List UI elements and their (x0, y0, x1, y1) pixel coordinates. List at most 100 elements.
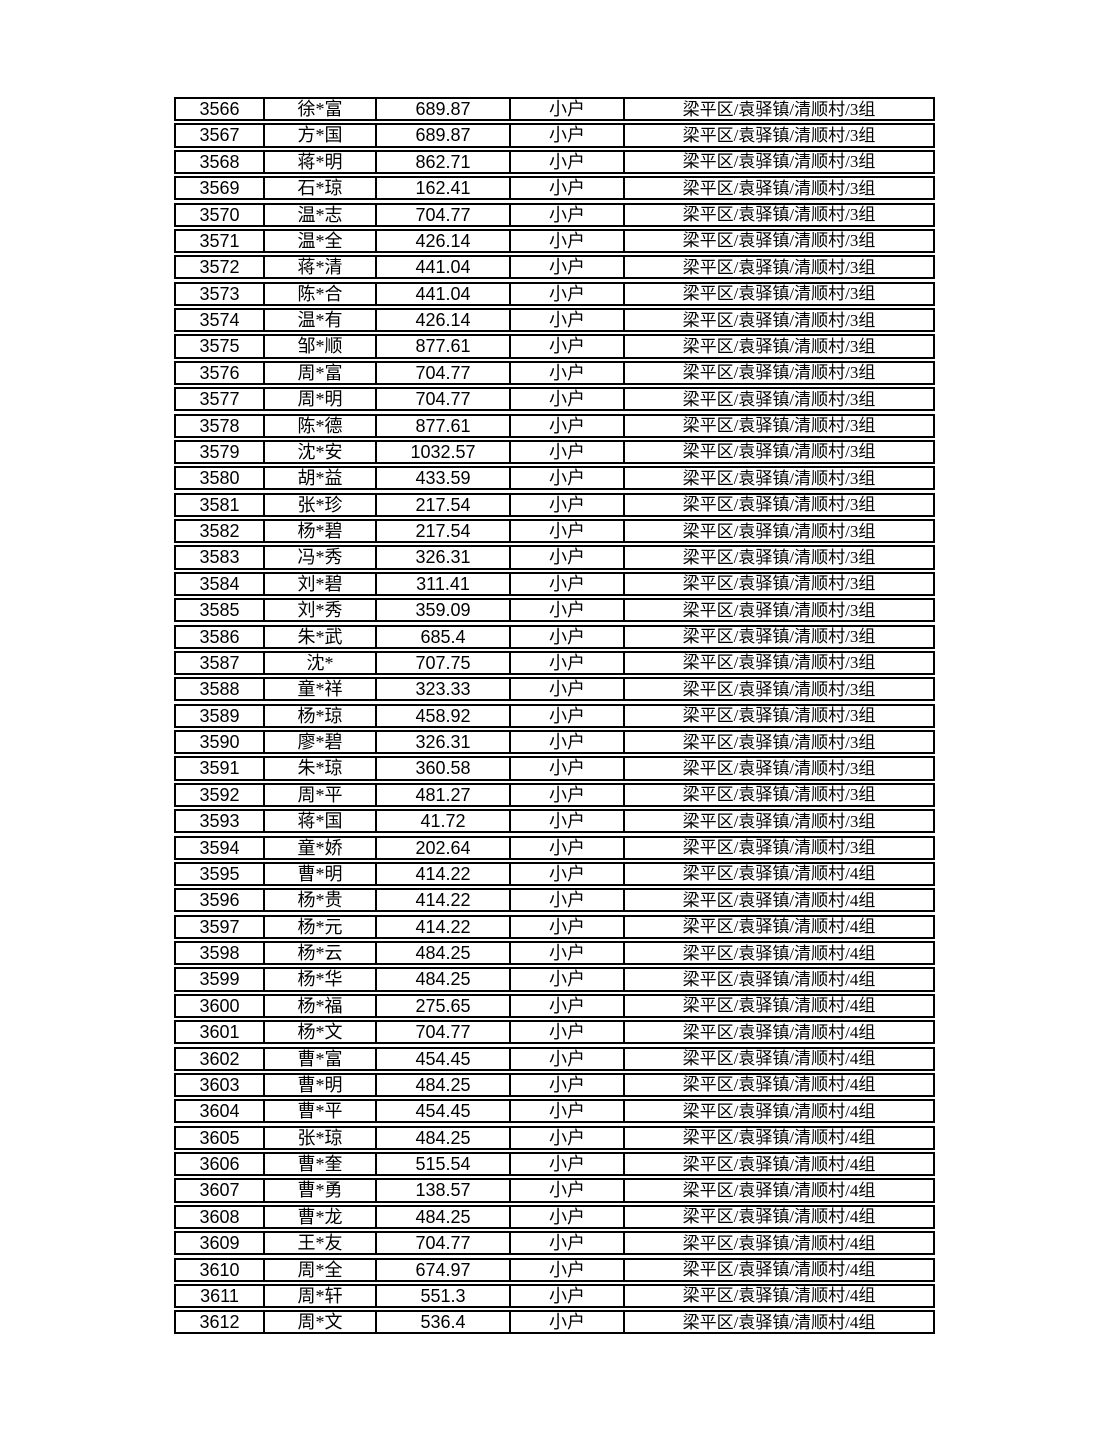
table-row: 3596 杨*贵 414.22 小户 梁平区/袁驿镇/清顺村/4组 (174, 888, 935, 913)
household-type-cell: 小户 (509, 730, 623, 755)
amount-cell: 454.45 (375, 1046, 509, 1071)
household-type-cell: 小户 (509, 677, 623, 702)
household-type-cell: 小户 (509, 545, 623, 570)
location-cell: 梁平区/袁驿镇/清顺村/3组 (623, 97, 935, 122)
household-type-cell: 小户 (509, 1046, 623, 1071)
amount-cell: 484.25 (375, 1204, 509, 1229)
serial-number-cell: 3600 (174, 993, 263, 1018)
serial-number-cell: 3590 (174, 730, 263, 755)
table-row: 3574 温*有 426.14 小户 梁平区/袁驿镇/清顺村/3组 (174, 308, 935, 333)
location-cell: 梁平区/袁驿镇/清顺村/3组 (623, 387, 935, 412)
serial-number-cell: 3599 (174, 967, 263, 992)
household-type-cell: 小户 (509, 1020, 623, 1045)
location-cell: 梁平区/袁驿镇/清顺村/4组 (623, 1020, 935, 1045)
household-type-cell: 小户 (509, 334, 623, 359)
amount-cell: 674.97 (375, 1257, 509, 1282)
amount-cell: 311.41 (375, 571, 509, 596)
table-row: 3571 温*全 426.14 小户 梁平区/袁驿镇/清顺村/3组 (174, 228, 935, 254)
location-cell: 梁平区/袁驿镇/清顺村/3组 (623, 782, 935, 807)
serial-number-cell: 3608 (174, 1204, 263, 1229)
amount-cell: 426.14 (375, 308, 509, 333)
masked-name-cell: 杨*华 (263, 967, 375, 992)
household-type-cell: 小户 (509, 439, 623, 465)
table-row: 3599 杨*华 484.25 小户 梁平区/袁驿镇/清顺村/4组 (174, 967, 935, 992)
table-row: 3611 周*轩 551.3 小户 梁平区/袁驿镇/清顺村/4组 (174, 1283, 935, 1309)
masked-name-cell: 张*琼 (263, 1125, 375, 1150)
table-row: 3593 蒋*国 41.72 小户 梁平区/袁驿镇/清顺村/3组 (174, 809, 935, 834)
location-cell: 梁平区/袁驿镇/清顺村/3组 (623, 255, 935, 280)
serial-number-cell: 3586 (174, 624, 263, 649)
table-row: 3602 曹*富 454.45 小户 梁平区/袁驿镇/清顺村/4组 (174, 1046, 935, 1071)
household-type-cell: 小户 (509, 967, 623, 992)
masked-name-cell: 胡*益 (263, 466, 375, 491)
location-cell: 梁平区/袁驿镇/清顺村/3组 (623, 650, 935, 676)
table-row: 3580 胡*益 433.59 小户 梁平区/袁驿镇/清顺村/3组 (174, 466, 935, 491)
table-row: 3594 童*娇 202.64 小户 梁平区/袁驿镇/清顺村/3组 (174, 835, 935, 860)
location-cell: 梁平区/袁驿镇/清顺村/4组 (623, 1178, 935, 1203)
masked-name-cell: 周*明 (263, 387, 375, 412)
household-type-cell: 小户 (509, 1310, 623, 1335)
serial-number-cell: 3576 (174, 360, 263, 385)
amount-cell: 704.77 (375, 387, 509, 412)
serial-number-cell: 3581 (174, 492, 263, 517)
masked-name-cell: 周*全 (263, 1257, 375, 1282)
location-cell: 梁平区/袁驿镇/清顺村/3组 (623, 545, 935, 570)
table-row: 3567 方*国 689.87 小户 梁平区/袁驿镇/清顺村/3组 (174, 123, 935, 148)
masked-name-cell: 曹*平 (263, 1099, 375, 1124)
location-cell: 梁平区/袁驿镇/清顺村/3组 (623, 598, 935, 623)
household-type-cell: 小户 (509, 466, 623, 491)
amount-cell: 360.58 (375, 756, 509, 781)
serial-number-cell: 3571 (174, 228, 263, 254)
table-row: 3608 曹*龙 484.25 小户 梁平区/袁驿镇/清顺村/4组 (174, 1204, 935, 1229)
table-row: 3566 徐*富 689.87 小户 梁平区/袁驿镇/清顺村/3组 (174, 97, 935, 122)
table-row: 3604 曹*平 454.45 小户 梁平区/袁驿镇/清顺村/4组 (174, 1099, 935, 1124)
amount-cell: 484.25 (375, 1125, 509, 1150)
amount-cell: 138.57 (375, 1178, 509, 1203)
amount-cell: 217.54 (375, 519, 509, 544)
masked-name-cell: 徐*富 (263, 97, 375, 122)
serial-number-cell: 3595 (174, 861, 263, 887)
amount-cell: 458.92 (375, 703, 509, 728)
table-row: 3570 温*志 704.77 小户 梁平区/袁驿镇/清顺村/3组 (174, 202, 935, 227)
location-cell: 梁平区/袁驿镇/清顺村/3组 (623, 624, 935, 649)
masked-name-cell: 陈*合 (263, 281, 375, 306)
masked-name-cell: 蒋*清 (263, 255, 375, 280)
household-type-cell: 小户 (509, 387, 623, 412)
masked-name-cell: 曹*明 (263, 1072, 375, 1098)
household-type-cell: 小户 (509, 835, 623, 860)
household-type-cell: 小户 (509, 519, 623, 544)
table-row: 3585 刘*秀 359.09 小户 梁平区/袁驿镇/清顺村/3组 (174, 598, 935, 623)
household-type-cell: 小户 (509, 149, 623, 174)
household-type-cell: 小户 (509, 571, 623, 596)
location-cell: 梁平区/袁驿镇/清顺村/4组 (623, 1231, 935, 1256)
household-type-cell: 小户 (509, 941, 623, 966)
household-type-cell: 小户 (509, 1204, 623, 1229)
amount-cell: 359.09 (375, 598, 509, 623)
serial-number-cell: 3596 (174, 888, 263, 913)
masked-name-cell: 沈* (263, 650, 375, 676)
amount-cell: 275.65 (375, 993, 509, 1018)
table-row: 3575 邹*顺 877.61 小户 梁平区/袁驿镇/清顺村/3组 (174, 334, 935, 359)
masked-name-cell: 温*全 (263, 228, 375, 254)
amount-cell: 551.3 (375, 1283, 509, 1309)
location-cell: 梁平区/袁驿镇/清顺村/4组 (623, 914, 935, 939)
household-type-cell: 小户 (509, 756, 623, 781)
household-type-cell: 小户 (509, 413, 623, 438)
location-cell: 梁平区/袁驿镇/清顺村/3组 (623, 308, 935, 333)
household-type-cell: 小户 (509, 1125, 623, 1150)
masked-name-cell: 朱*琼 (263, 756, 375, 781)
location-cell: 梁平区/袁驿镇/清顺村/3组 (623, 703, 935, 728)
amount-cell: 877.61 (375, 334, 509, 359)
location-cell: 梁平区/袁驿镇/清顺村/4组 (623, 1283, 935, 1309)
masked-name-cell: 杨*云 (263, 941, 375, 966)
amount-cell: 515.54 (375, 1152, 509, 1177)
masked-name-cell: 曹*奎 (263, 1152, 375, 1177)
household-type-cell: 小户 (509, 1178, 623, 1203)
table-row: 3577 周*明 704.77 小户 梁平区/袁驿镇/清顺村/3组 (174, 387, 935, 412)
masked-name-cell: 曹*富 (263, 1046, 375, 1071)
masked-name-cell: 刘*秀 (263, 598, 375, 623)
table-row: 3583 冯*秀 326.31 小户 梁平区/袁驿镇/清顺村/3组 (174, 545, 935, 570)
table-row: 3578 陈*德 877.61 小户 梁平区/袁驿镇/清顺村/3组 (174, 413, 935, 438)
location-cell: 梁平区/袁驿镇/清顺村/3组 (623, 571, 935, 596)
table-row: 3588 童*祥 323.33 小户 梁平区/袁驿镇/清顺村/3组 (174, 677, 935, 702)
